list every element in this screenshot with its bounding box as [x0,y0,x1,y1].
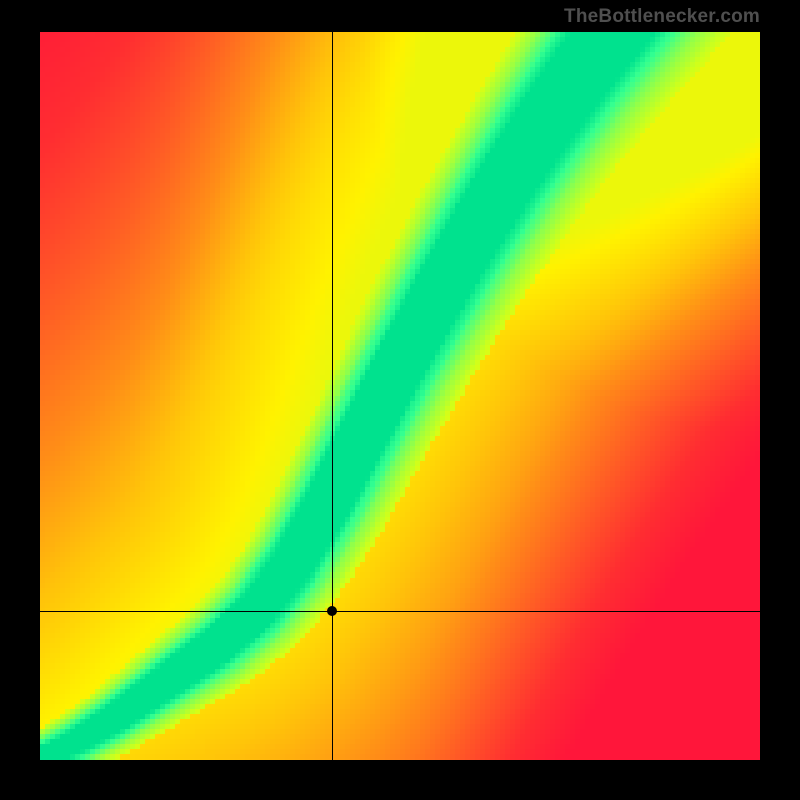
crosshair-horizontal [40,611,760,612]
crosshair-vertical [332,32,333,760]
selection-marker-dot [327,606,337,616]
heatmap-canvas [40,32,760,760]
bottleneck-heatmap [40,32,760,760]
attribution-text: TheBottlenecker.com [564,6,760,28]
